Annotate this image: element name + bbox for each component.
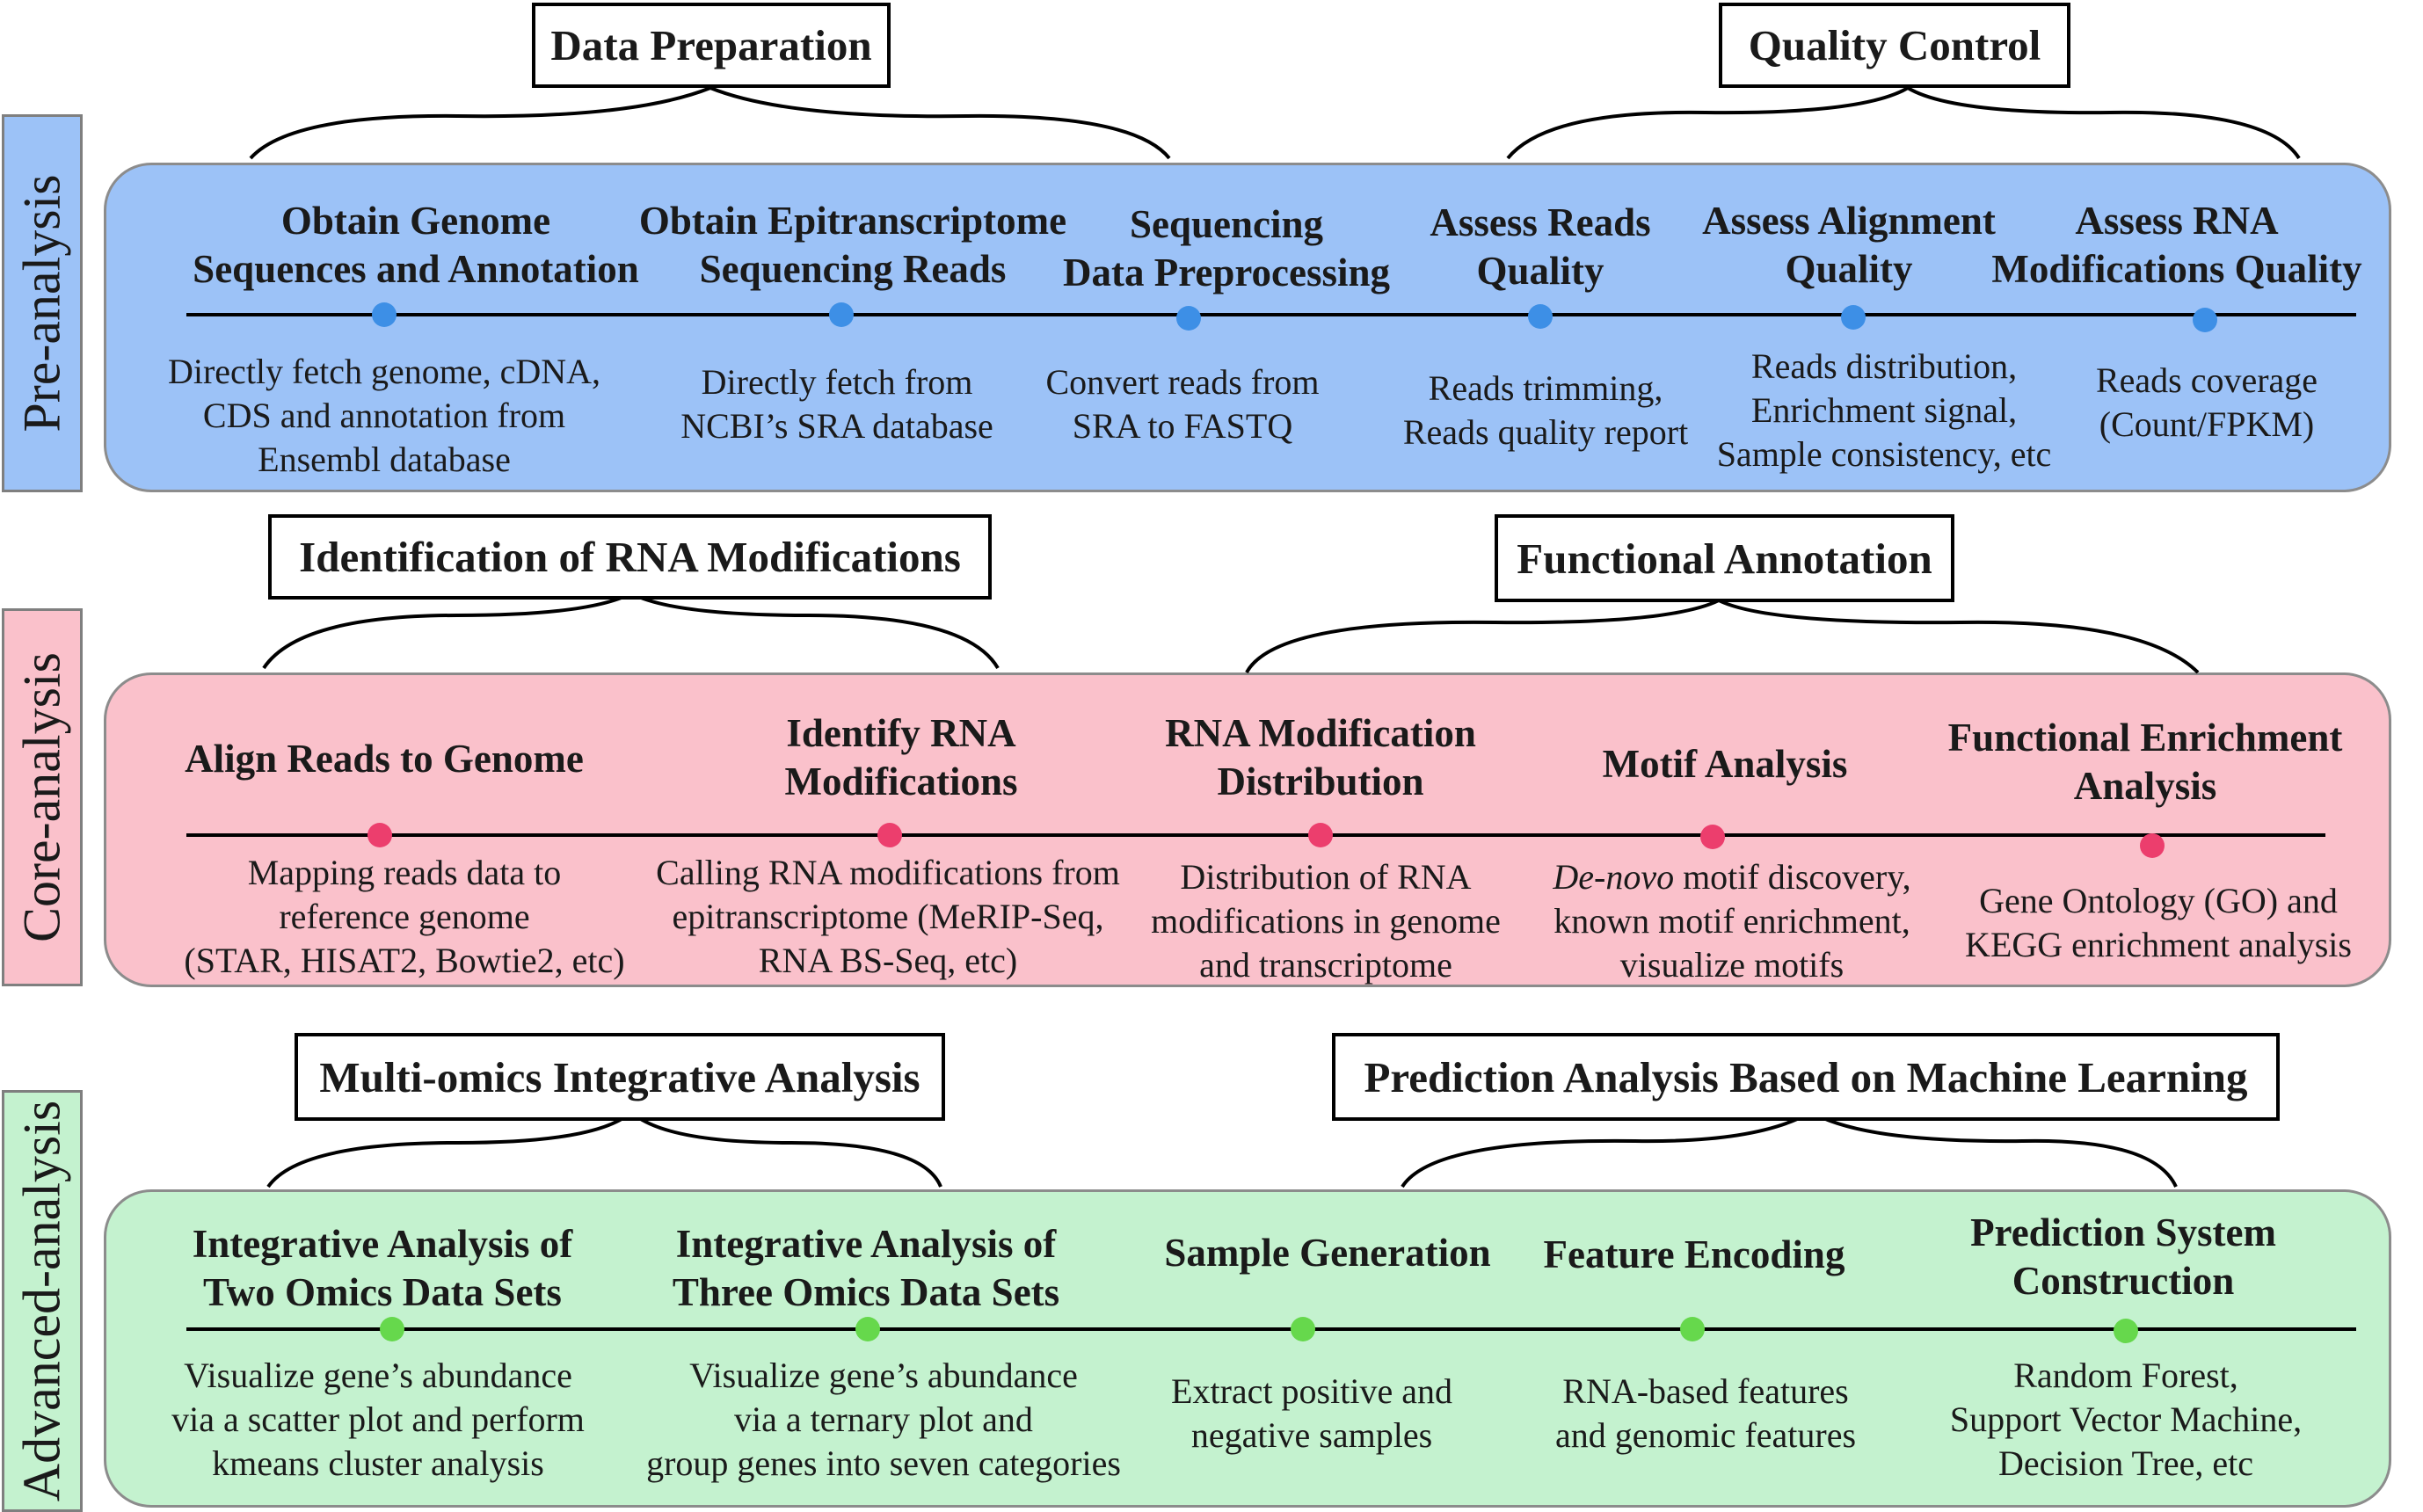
header-quality-control: Quality Control: [1719, 3, 2070, 88]
step-dot: [829, 302, 854, 327]
step-description: Mapping reads data to reference genome (ST…: [184, 853, 625, 980]
step-title: Functional Enrichment Analysis: [1947, 716, 2343, 808]
step-dot: [2140, 833, 2165, 858]
step-title: Sequencing Data Preprocessing: [1062, 202, 1391, 294]
step-description: Directly fetch from NCBI’s SRA database: [680, 362, 993, 446]
pre-analysis-timeline: [186, 313, 2356, 316]
step-title: Sample Generation: [1164, 1231, 1491, 1275]
step-description: Directly fetch genome, cDNA, CDS and anno…: [167, 352, 601, 479]
step-title: Assess Alignment Quality: [1702, 199, 1996, 291]
step-title: Assess Reads Quality: [1430, 200, 1651, 293]
step-title: RNA Modification Distribution: [1165, 711, 1476, 803]
core-analysis-timeline: [186, 833, 2325, 837]
step-dot: [1528, 304, 1553, 329]
step-dot: [855, 1317, 880, 1341]
step-description: Random Forest, Support Vector Machine, Dec…: [1949, 1356, 2303, 1483]
header-multi-omics-integrative-analysis: Multi-omics Integrative Analysis: [295, 1033, 945, 1121]
step-dot: [380, 1317, 404, 1341]
step-title: Integrative Analysis of Three Omics Data …: [672, 1222, 1060, 1314]
step-description: De-novo motif discovery, known motif enr…: [1553, 857, 1911, 985]
advanced-analysis-panel: [104, 1189, 2391, 1508]
step-description: Extract positive and negative samples: [1171, 1371, 1452, 1455]
core-analysis-panel: [104, 672, 2391, 987]
header-prediction-analysis-based-on-machine-learning: Prediction Analysis Based on Machine Lea…: [1332, 1033, 2280, 1121]
pre-analysis-panel: [104, 163, 2391, 492]
step-dot: [877, 823, 902, 847]
header-functional-annotation: Functional Annotation: [1495, 514, 1954, 602]
step-description: Reads coverage (Count/FPKM): [2095, 360, 2318, 444]
step-title: Align Reads to Genome: [185, 737, 584, 781]
side-tab-pre-analysis: Pre-analysis: [2, 114, 83, 492]
step-description: Convert reads from SRA to FASTQ: [1045, 362, 1320, 446]
step-description: Reads trimming, Reads quality report: [1402, 368, 1689, 452]
step-title: Prediction System Construction: [1970, 1210, 2276, 1303]
step-description: Distribution of RNA modifications in geno…: [1151, 857, 1501, 985]
step-dot: [1680, 1317, 1705, 1341]
step-title: Obtain Genome Sequences and Annotation: [193, 199, 639, 291]
step-dot: [1700, 825, 1725, 849]
de-novo-text: De-novo: [1553, 857, 1675, 897]
step-title: Identify RNA Modifications: [784, 711, 1018, 803]
step-dot: [372, 302, 397, 327]
step-dot: [2193, 308, 2217, 332]
advanced-analysis-timeline: [186, 1327, 2356, 1331]
step-dot: [367, 823, 392, 847]
step-description: Visualize gene’s abundance via a ternary …: [646, 1356, 1121, 1483]
step-description: Reads distribution, Enrichment signal, Sam…: [1716, 346, 2052, 474]
step-title: Motif Analysis: [1602, 742, 1848, 786]
step-title: Assess RNA Modifications Quality: [1991, 199, 2362, 291]
step-description: RNA-based features and genomic features: [1554, 1371, 1857, 1455]
step-dot: [2114, 1319, 2138, 1343]
step-dot: [1291, 1317, 1315, 1341]
header-data-preparation: Data Preparation: [532, 3, 891, 88]
step-title: Feature Encoding: [1543, 1232, 1845, 1276]
header-identification-of-rna-modifications: Identification of RNA Modifications: [268, 514, 992, 600]
step-dot: [1841, 305, 1866, 330]
side-tab-core-analysis: Core-analysis: [2, 608, 83, 986]
step-dot: [1308, 823, 1333, 847]
step-description: Gene Ontology (GO) and KEGG enrichment an…: [1965, 881, 2352, 964]
step-title: Obtain Epitranscriptome Sequencing Reads: [638, 199, 1067, 291]
step-title: Integrative Analysis of Two Omics Data Se…: [192, 1222, 573, 1314]
step-dot: [1176, 306, 1201, 331]
step-description: Calling RNA modifications from epitranscr…: [656, 853, 1120, 980]
step-description: Visualize gene’s abundance via a scatter …: [171, 1356, 585, 1483]
